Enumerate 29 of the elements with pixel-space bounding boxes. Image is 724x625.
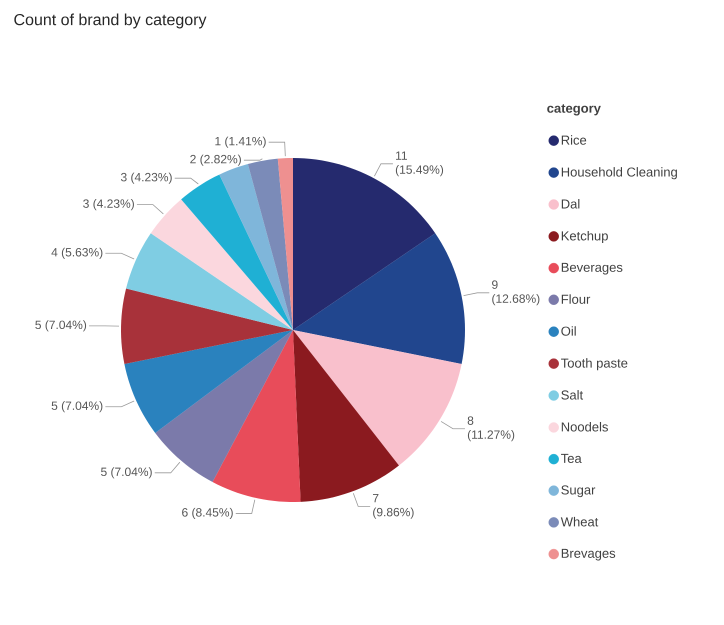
legend-label: Flour [562, 294, 590, 304]
data-label: 5 (7.04%) [35, 320, 86, 332]
data-label: 5 (7.04%) [52, 401, 102, 412]
legend-label: Ketchup [562, 230, 608, 244]
legend-label: Tooth paste [561, 358, 628, 370]
data-label: 8 (11.27%) [468, 416, 514, 442]
legend-label: Household Cleaning [562, 167, 677, 180]
data-label: 9 (12.68%) [492, 280, 540, 306]
data-label: 6 (8.45%) [182, 508, 233, 520]
data-label: 1 (1.41%) [215, 136, 266, 148]
legend-label: Noodels [562, 422, 608, 432]
legend-label: Brevages [562, 548, 616, 560]
data-label: 11 (15.49%) [396, 151, 444, 176]
legend-label: Sugar [561, 485, 596, 498]
legend-label: Dal [562, 199, 580, 209]
data-label: 7 (9.86%) [372, 494, 414, 519]
legend-label: Tea [561, 454, 582, 463]
legend-label: Salt [561, 390, 584, 400]
legend-label: Oil [561, 326, 576, 336]
chart-title: Count of brand by category [14, 14, 206, 28]
legend-title: category [547, 104, 601, 116]
data-label: 3 (4.23%) [83, 199, 134, 210]
data-label: 3 (4.23%) [120, 172, 172, 184]
data-label: 2 (2.82%) [190, 154, 241, 166]
data-label: 4 (5.63%) [51, 248, 102, 259]
legend-label: Wheat [560, 516, 598, 526]
data-label: 5 (7.04%) [101, 467, 152, 478]
legend-label: Rice [562, 135, 586, 145]
legend-label: Beverages [562, 262, 622, 275]
